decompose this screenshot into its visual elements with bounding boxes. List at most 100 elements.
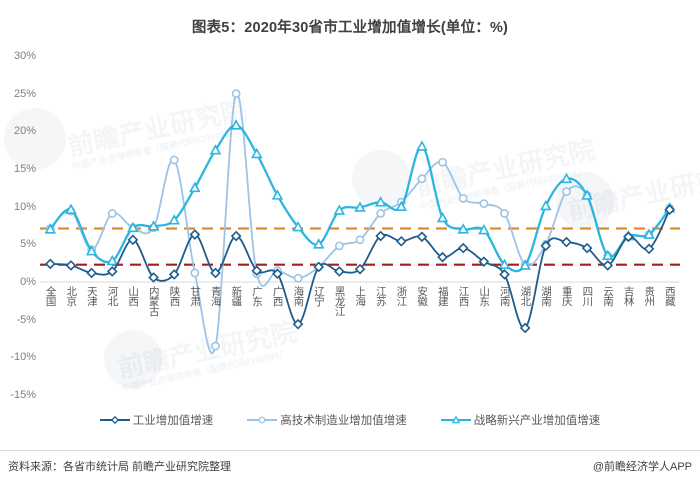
data-point-marker — [251, 147, 263, 159]
data-point-marker — [417, 174, 427, 184]
data-point-marker — [209, 144, 222, 155]
data-point-marker — [375, 230, 386, 242]
data-point-marker — [210, 267, 221, 279]
data-point-marker — [292, 318, 304, 330]
data-point-marker — [457, 223, 469, 234]
legend-item[interactable]: 高技术制造业增加值增速 — [247, 412, 407, 428]
data-point-marker — [86, 267, 97, 279]
y-axis-tick-label: 0% — [20, 276, 36, 288]
y-axis-labels: 30% 25% 20% 15% 10% 5% 0% -5% -10% -15% — [0, 50, 36, 401]
y-axis-tick-label: 5% — [20, 238, 36, 251]
data-point-marker — [500, 209, 509, 218]
x-axis-tick-label: 湖南 — [540, 286, 553, 306]
data-point-marker — [231, 89, 241, 99]
x-axis-tick-label: 北京 — [65, 286, 78, 306]
y-axis-tick-label: 20% — [13, 125, 36, 138]
data-point-marker — [395, 200, 408, 211]
x-axis-tick-label: 安徽 — [416, 286, 429, 306]
data-point-marker — [376, 209, 386, 218]
y-axis-tick-label: 15% — [13, 163, 36, 175]
footer-divider — [0, 450, 700, 451]
data-point-marker — [478, 223, 490, 235]
x-axis-tick-label: 西藏 — [663, 286, 676, 306]
x-axis-tick-label: 四川 — [581, 286, 594, 306]
data-point-marker — [498, 258, 511, 269]
data-point-marker — [44, 223, 57, 234]
data-point-marker — [438, 157, 447, 167]
legend-marker — [440, 414, 471, 426]
data-point-marker — [355, 235, 365, 245]
y-axis-tick-label: -15% — [10, 389, 36, 401]
plot-area — [40, 89, 680, 355]
data-point-marker — [106, 254, 119, 266]
x-axis-tick-label: 吉林 — [622, 286, 635, 306]
legend-marker — [247, 414, 278, 426]
series-diamond — [44, 204, 676, 334]
x-axis-labels: 全国 北京 天津 河北 山西 内蒙古 陕西 甘肃 青海 新疆 广东 广西 海南 辽宁 黑龙江 上海 江苏 浙江 安徽… — [40, 286, 680, 358]
x-axis-tick-label: 山东 — [478, 286, 491, 306]
legend-item[interactable]: 工业增加值增速 — [99, 412, 213, 428]
legend-marker — [99, 414, 130, 426]
data-point-marker — [334, 241, 344, 251]
x-axis-tick-label: 江西 — [457, 286, 470, 306]
data-point-marker — [519, 259, 531, 270]
data-point-marker — [581, 189, 593, 200]
data-point-marker — [395, 235, 407, 247]
x-axis-tick-label: 全国 — [44, 286, 57, 306]
data-point-marker — [643, 243, 655, 255]
legend-label: 高技术制造业增加值增速 — [280, 415, 407, 427]
data-point-marker — [333, 204, 346, 215]
x-axis-tick-label: 天津 — [85, 286, 98, 306]
legend-label: 战略新兴产业增加值增速 — [473, 415, 601, 427]
x-axis-tick-label: 甘肃 — [189, 286, 202, 306]
data-point-marker — [148, 272, 159, 283]
data-point-marker — [293, 273, 303, 283]
x-axis-tick-label: 河北 — [106, 286, 119, 306]
data-point-marker — [664, 204, 676, 216]
data-point-marker — [478, 256, 490, 267]
data-point-marker — [85, 245, 98, 256]
data-point-marker — [601, 249, 614, 260]
data-point-marker — [560, 172, 573, 184]
series-line — [49, 124, 671, 273]
data-point-marker — [313, 261, 325, 273]
data-point-marker — [230, 119, 242, 130]
x-axis-tick-label: 浙江 — [395, 286, 408, 306]
data-point-marker — [190, 268, 200, 278]
legend-item[interactable]: 战略新兴产业增加值增速 — [440, 412, 601, 428]
data-point-marker — [271, 189, 284, 200]
x-axis-tick-label: 福建 — [436, 286, 449, 306]
x-axis-tick-label: 内蒙古 — [147, 286, 160, 316]
data-point-marker — [334, 266, 345, 277]
data-point-marker — [354, 263, 366, 275]
data-point-marker — [230, 230, 242, 242]
x-axis-tick-label: 贵州 — [643, 286, 656, 306]
data-point-marker — [211, 341, 220, 351]
legend-symbol-diamond — [110, 416, 119, 424]
data-point-marker — [354, 201, 366, 212]
data-point-marker — [292, 220, 304, 232]
x-axis-tick-label: 海南 — [292, 286, 305, 306]
legend-symbol-triangle — [451, 416, 460, 424]
data-point-marker — [168, 269, 180, 280]
x-axis-tick-label: 云南 — [601, 286, 614, 306]
data-point-marker — [519, 322, 531, 334]
data-point-marker — [540, 240, 552, 252]
data-point-marker — [561, 236, 572, 248]
data-point-marker — [272, 268, 283, 280]
x-axis-tick-label: 陕西 — [168, 286, 181, 306]
x-axis-tick-label: 青海 — [209, 286, 222, 306]
data-point-marker — [106, 266, 118, 277]
data-point-marker — [147, 220, 160, 231]
data-point-marker — [44, 258, 56, 270]
y-axis-tick-label: -5% — [16, 313, 36, 326]
data-point-marker — [562, 187, 571, 196]
account-note: @前瞻经济学人APP — [592, 461, 692, 473]
data-point-marker — [623, 231, 634, 243]
y-axis-tick-label: 30% — [13, 50, 36, 62]
page-title: 图表5：2020年30省市工业增加值增长(单位：%) — [191, 20, 509, 36]
data-point-marker — [127, 234, 139, 246]
data-point-marker — [374, 196, 387, 207]
data-point-marker — [581, 242, 593, 254]
data-point-marker — [416, 231, 428, 243]
